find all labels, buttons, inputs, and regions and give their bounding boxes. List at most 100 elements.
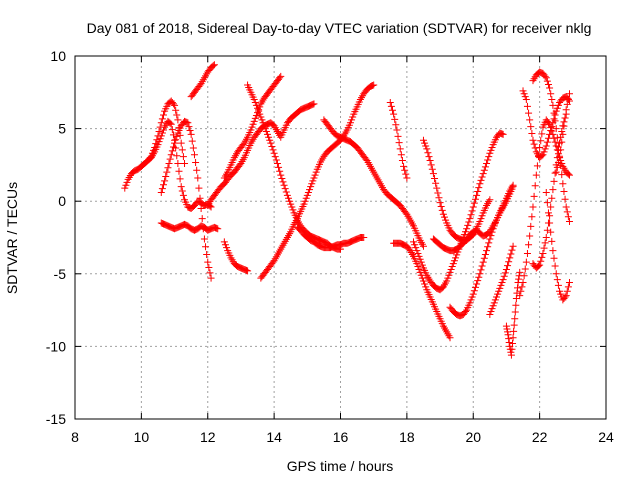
series-arc-14: [390, 239, 454, 342]
data-point: [462, 228, 470, 236]
y-axis-label: SDTVAR / TECUs: [4, 182, 20, 294]
data-point: [412, 244, 420, 252]
data-point: [563, 100, 571, 108]
data-point: [448, 263, 456, 271]
data-point: [561, 293, 569, 301]
data-point: [206, 269, 214, 277]
series-arc-23: [529, 68, 573, 226]
data-point: [400, 162, 408, 170]
y-tick-label: 10: [50, 48, 66, 64]
data-point: [531, 144, 539, 152]
data-point: [559, 130, 567, 138]
data-point: [564, 95, 572, 103]
data-point: [169, 100, 177, 108]
data-point: [179, 153, 187, 161]
data-point: [487, 232, 495, 240]
data-point: [553, 163, 561, 171]
data-point: [438, 206, 446, 214]
data-point: [561, 114, 569, 122]
data-point: [255, 107, 263, 115]
series-arc-3: [157, 117, 215, 282]
data-point: [486, 235, 494, 243]
data-point: [265, 133, 273, 141]
data-point: [443, 277, 451, 285]
data-point: [442, 216, 450, 224]
data-point: [394, 132, 402, 140]
data-point: [528, 129, 536, 137]
data-point: [462, 308, 470, 316]
data-point: [548, 237, 556, 245]
series-arc-19: [486, 242, 517, 318]
data-point: [531, 182, 539, 190]
data-point: [469, 203, 477, 211]
data-point: [276, 74, 284, 82]
data-point: [527, 123, 535, 131]
data-point: [510, 327, 518, 335]
data-point: [276, 167, 284, 175]
data-point: [565, 90, 573, 98]
series-arc-6: [220, 238, 252, 275]
data-point: [360, 234, 368, 241]
data-point: [435, 194, 443, 202]
data-point: [557, 146, 565, 154]
data-point: [564, 170, 572, 178]
data-point: [529, 136, 537, 144]
data-point: [190, 151, 198, 159]
data-point: [392, 121, 400, 129]
data-point: [175, 167, 183, 175]
data-point: [548, 96, 556, 104]
data-point: [521, 93, 529, 101]
data-point: [540, 244, 548, 252]
data-point: [466, 215, 474, 223]
data-point: [270, 149, 278, 157]
data-point: [207, 274, 215, 282]
data-point: [185, 123, 193, 131]
data-point: [553, 276, 561, 284]
data-point: [178, 187, 186, 195]
data-point: [547, 90, 555, 98]
data-point: [401, 166, 409, 174]
data-point: [423, 145, 431, 153]
data-point: [468, 293, 476, 301]
data-point: [158, 129, 166, 137]
data-point: [402, 170, 410, 178]
data-point: [251, 98, 259, 106]
data-point: [205, 264, 213, 272]
data-point: [537, 257, 545, 265]
data-point: [197, 204, 205, 212]
x-tick-label: 16: [333, 429, 349, 445]
data-point: [558, 138, 566, 146]
data-point: [546, 212, 554, 220]
data-point: [422, 142, 430, 150]
data-point: [516, 292, 524, 300]
series-arc-25: [542, 188, 573, 304]
data-point: [520, 272, 528, 280]
data-point: [161, 177, 169, 185]
data-point: [398, 157, 406, 165]
data-point: [346, 119, 354, 127]
data-point: [500, 272, 508, 280]
data-point: [465, 218, 473, 226]
data-point: [467, 211, 475, 219]
data-point: [177, 183, 185, 191]
data-point: [254, 104, 262, 112]
y-tick-label: -15: [46, 411, 66, 427]
data-point: [422, 283, 430, 291]
data-point: [311, 171, 319, 179]
data-point: [431, 174, 439, 182]
data-point: [176, 175, 184, 183]
data-point: [560, 122, 568, 130]
data-point: [471, 283, 479, 291]
data-point: [168, 147, 176, 155]
data-point: [416, 255, 424, 263]
data-point: [266, 136, 274, 144]
data-point: [508, 246, 516, 254]
data-point: [525, 241, 533, 249]
data-point: [450, 257, 458, 265]
data-point: [537, 137, 545, 145]
data-point: [303, 191, 311, 199]
data-point: [523, 102, 531, 110]
data-point: [526, 232, 534, 240]
data-point: [552, 168, 560, 176]
data-point: [547, 127, 555, 135]
